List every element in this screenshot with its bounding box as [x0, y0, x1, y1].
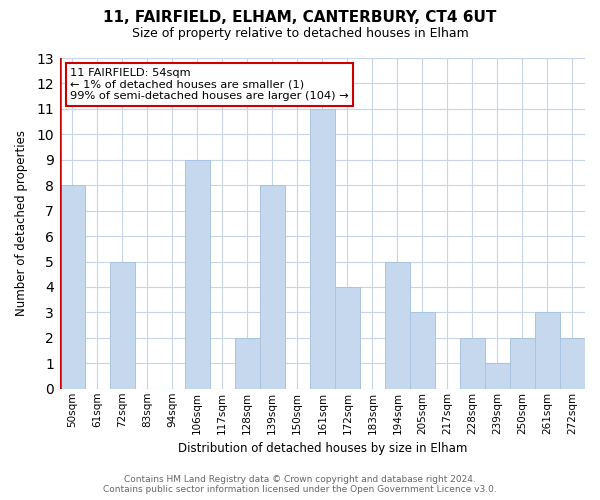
Bar: [235, 338, 260, 389]
Bar: [59, 185, 85, 389]
Text: Size of property relative to detached houses in Elham: Size of property relative to detached ho…: [131, 28, 469, 40]
X-axis label: Distribution of detached houses by size in Elham: Distribution of detached houses by size …: [178, 442, 467, 455]
Bar: [535, 312, 560, 389]
Bar: [485, 364, 510, 389]
Bar: [310, 109, 335, 389]
Text: 11, FAIRFIELD, ELHAM, CANTERBURY, CT4 6UT: 11, FAIRFIELD, ELHAM, CANTERBURY, CT4 6U…: [103, 10, 497, 25]
Bar: [260, 185, 285, 389]
Text: 11 FAIRFIELD: 54sqm
← 1% of detached houses are smaller (1)
99% of semi-detached: 11 FAIRFIELD: 54sqm ← 1% of detached hou…: [70, 68, 349, 101]
Text: Contains HM Land Registry data © Crown copyright and database right 2024.
Contai: Contains HM Land Registry data © Crown c…: [103, 474, 497, 494]
Bar: [460, 338, 485, 389]
Bar: [385, 262, 410, 389]
Bar: [335, 287, 360, 389]
Bar: [410, 312, 435, 389]
Y-axis label: Number of detached properties: Number of detached properties: [15, 130, 28, 316]
Bar: [560, 338, 585, 389]
Bar: [185, 160, 210, 389]
Bar: [110, 262, 134, 389]
Bar: [510, 338, 535, 389]
